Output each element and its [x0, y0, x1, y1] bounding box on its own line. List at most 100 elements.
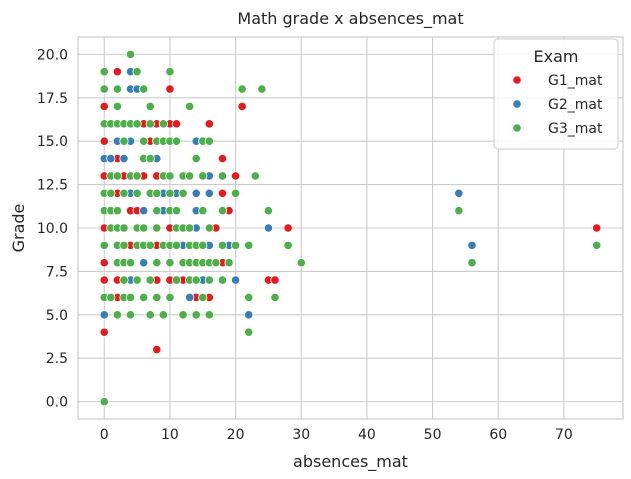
x-axis-label: absences_mat: [293, 452, 408, 472]
data-point: [244, 292, 254, 303]
chart-title: Math grade x absences_mat: [237, 9, 463, 29]
data-point: [119, 188, 129, 198]
data-point: [244, 327, 254, 337]
data-point: [244, 310, 254, 320]
data-point: [139, 84, 149, 94]
data-point: [263, 223, 274, 233]
data-point: [250, 171, 260, 181]
data-point: [217, 171, 228, 181]
legend-item: G3_mat: [512, 121, 603, 137]
data-point: [467, 240, 477, 250]
data-point: [211, 258, 221, 268]
x-tick-label: 0: [100, 427, 109, 443]
data-point: [139, 206, 149, 216]
data-point: [112, 84, 122, 94]
x-axis-ticks: 0 10 20 30 40 50 60 70: [100, 427, 573, 443]
data-point: [152, 188, 162, 198]
data-point: [185, 171, 195, 181]
legend-box: [493, 38, 619, 150]
x-tick-label: 10: [161, 427, 179, 443]
legend-label: G2_mat: [548, 97, 603, 113]
x-tick-label: 60: [489, 427, 507, 443]
data-point: [119, 136, 129, 146]
legend-item: G1_mat: [512, 73, 603, 89]
data-point: [217, 153, 228, 164]
y-tick-label: 20.0: [37, 47, 68, 63]
x-tick-label: 20: [227, 427, 245, 443]
legend: Exam G1_mat G2_mat G3_mat: [493, 38, 619, 150]
data-point: [467, 258, 477, 268]
data-point: [119, 223, 129, 233]
data-point: [145, 275, 155, 285]
legend-marker: [512, 123, 522, 133]
data-point: [217, 188, 228, 198]
data-point: [178, 188, 188, 198]
data-point: [191, 310, 201, 320]
data-point: [171, 206, 182, 216]
data-point: [99, 327, 109, 337]
legend-item: G2_mat: [512, 97, 603, 113]
x-tick-label: 50: [424, 427, 442, 443]
data-point: [283, 223, 293, 233]
data-point: [185, 292, 195, 303]
legend-marker: [512, 75, 522, 85]
data-point: [244, 240, 254, 250]
data-point: [145, 240, 155, 250]
data-point: [132, 171, 142, 181]
data-point: [139, 136, 149, 146]
data-point: [171, 240, 182, 250]
data-point: [204, 310, 214, 320]
data-point: [257, 84, 267, 94]
legend-label: G1_mat: [548, 73, 603, 89]
data-point: [191, 275, 201, 285]
data-point: [454, 206, 464, 216]
data-point: [165, 67, 175, 77]
data-point: [152, 258, 162, 268]
data-point: [204, 223, 214, 233]
data-point: [152, 292, 162, 303]
data-point: [112, 206, 122, 216]
data-point: [270, 275, 280, 285]
data-point: [165, 292, 175, 303]
data-point: [132, 188, 142, 198]
data-point: [185, 223, 195, 233]
data-point: [204, 275, 214, 285]
data-point: [99, 84, 109, 94]
data-point: [270, 292, 280, 303]
data-point: [165, 258, 175, 268]
data-point: [217, 206, 228, 216]
data-point: [125, 292, 136, 303]
data-point: [224, 258, 234, 268]
data-point: [145, 153, 155, 164]
data-point: [171, 275, 182, 285]
data-point: [204, 119, 214, 129]
data-point: [106, 292, 116, 303]
legend-title: Exam: [534, 47, 579, 66]
data-point: [99, 258, 109, 268]
data-point: [217, 240, 228, 250]
legend-marker: [512, 99, 522, 109]
data-point: [198, 292, 208, 303]
data-point: [145, 101, 155, 112]
y-tick-label: 17.5: [37, 91, 68, 107]
data-point: [191, 188, 201, 198]
data-point: [106, 153, 116, 164]
data-point: [119, 240, 129, 250]
data-point: [112, 171, 122, 181]
data-point: [152, 344, 162, 355]
y-tick-label: 10.0: [37, 221, 68, 237]
data-point: [171, 119, 182, 129]
data-point: [165, 171, 175, 181]
series-G3_mat: [99, 49, 602, 407]
data-point: [198, 171, 208, 181]
data-point: [171, 136, 182, 146]
legend-label: G3_mat: [548, 121, 603, 137]
data-point: [263, 206, 274, 216]
data-point: [139, 223, 149, 233]
data-point: [125, 258, 136, 268]
data-point: [296, 258, 306, 268]
data-point: [152, 223, 162, 233]
data-point: [132, 275, 142, 285]
data-point: [112, 101, 122, 112]
